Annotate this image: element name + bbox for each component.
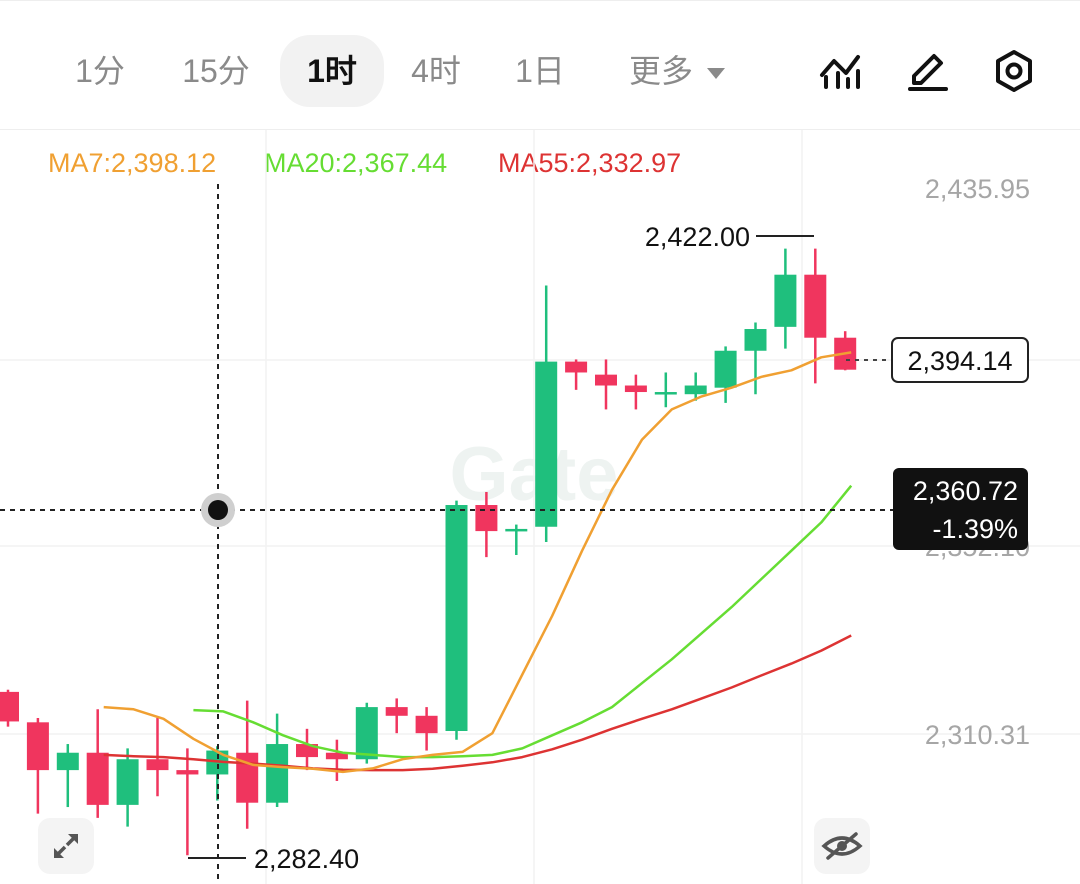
candle-down[interactable] (565, 361, 588, 373)
crosshair-change-label: -1.39% (932, 514, 1018, 544)
candle-up[interactable] (355, 707, 378, 760)
candle-down[interactable] (0, 691, 19, 722)
tab-15m[interactable]: 15分 (182, 53, 250, 89)
interval-toolbar: 1分 15分 1时 4时 1日 更多 (0, 0, 1080, 130)
candle-down[interactable] (415, 715, 438, 734)
tab-4h[interactable]: 4时 (411, 53, 461, 89)
candle-up[interactable] (116, 759, 139, 805)
high-label: 2,422.00 (645, 222, 750, 252)
ma55-legend: MA55:2,332.97 (498, 148, 682, 178)
candle-down[interactable] (475, 505, 498, 532)
crosshair-point (208, 500, 228, 520)
candle-up[interactable] (505, 528, 528, 532)
candle-down[interactable] (146, 759, 169, 771)
watermark-logo: Gate (450, 432, 619, 517)
candle-up[interactable] (56, 752, 79, 771)
toggle-visibility-button[interactable] (814, 818, 870, 874)
chevron-down-icon (707, 68, 725, 80)
candle-up[interactable] (684, 385, 707, 395)
candles-group (0, 248, 857, 856)
eye-off-icon (821, 832, 863, 860)
ma-lines-group (103, 351, 853, 774)
draw-icon[interactable] (904, 47, 952, 95)
candle-down[interactable] (86, 752, 109, 805)
settings-icon[interactable] (990, 47, 1038, 95)
candle-down[interactable] (176, 770, 199, 775)
last-price-label: 2,394.14 (907, 346, 1012, 376)
indicators-icon[interactable] (816, 47, 864, 95)
tab-1m[interactable]: 1分 (75, 53, 125, 89)
candle-up[interactable] (654, 392, 677, 395)
candle-down[interactable] (624, 385, 647, 393)
candle-up[interactable] (266, 744, 289, 803)
crosshair-price-label: 2,360.72 (913, 476, 1018, 506)
ma55-line (103, 634, 852, 772)
y-tick-bottom: 2,310.31 (925, 720, 1030, 750)
candle-up[interactable] (445, 505, 468, 732)
low-label: 2,282.40 (254, 844, 359, 874)
candle-up[interactable] (774, 274, 797, 327)
expand-button[interactable] (38, 818, 94, 874)
y-tick-top: 2,435.95 (925, 174, 1030, 204)
tab-more-dropdown[interactable]: 更多 (612, 35, 742, 107)
ma20-legend: MA20:2,367.44 (264, 148, 448, 178)
last-price-box (891, 337, 1029, 383)
candle-down[interactable] (804, 274, 827, 338)
ma7-legend: MA7:2,398.12 (48, 148, 217, 178)
expand-icon (54, 834, 78, 858)
candle-up[interactable] (744, 329, 767, 351)
tab-1d[interactable]: 1日 (515, 53, 565, 89)
tab-more-label: 更多 (628, 53, 693, 89)
ma7-line (103, 351, 852, 774)
candle-up[interactable] (714, 350, 737, 388)
crosshair-price-box (893, 468, 1028, 550)
ma20-line (193, 484, 853, 759)
candle-down[interactable] (26, 722, 49, 771)
candle-down[interactable] (325, 752, 348, 760)
candle-down[interactable] (385, 707, 408, 716)
candle-down[interactable] (595, 374, 617, 386)
tab-1h[interactable]: 1时 (280, 35, 384, 107)
candle-up[interactable] (535, 361, 558, 527)
